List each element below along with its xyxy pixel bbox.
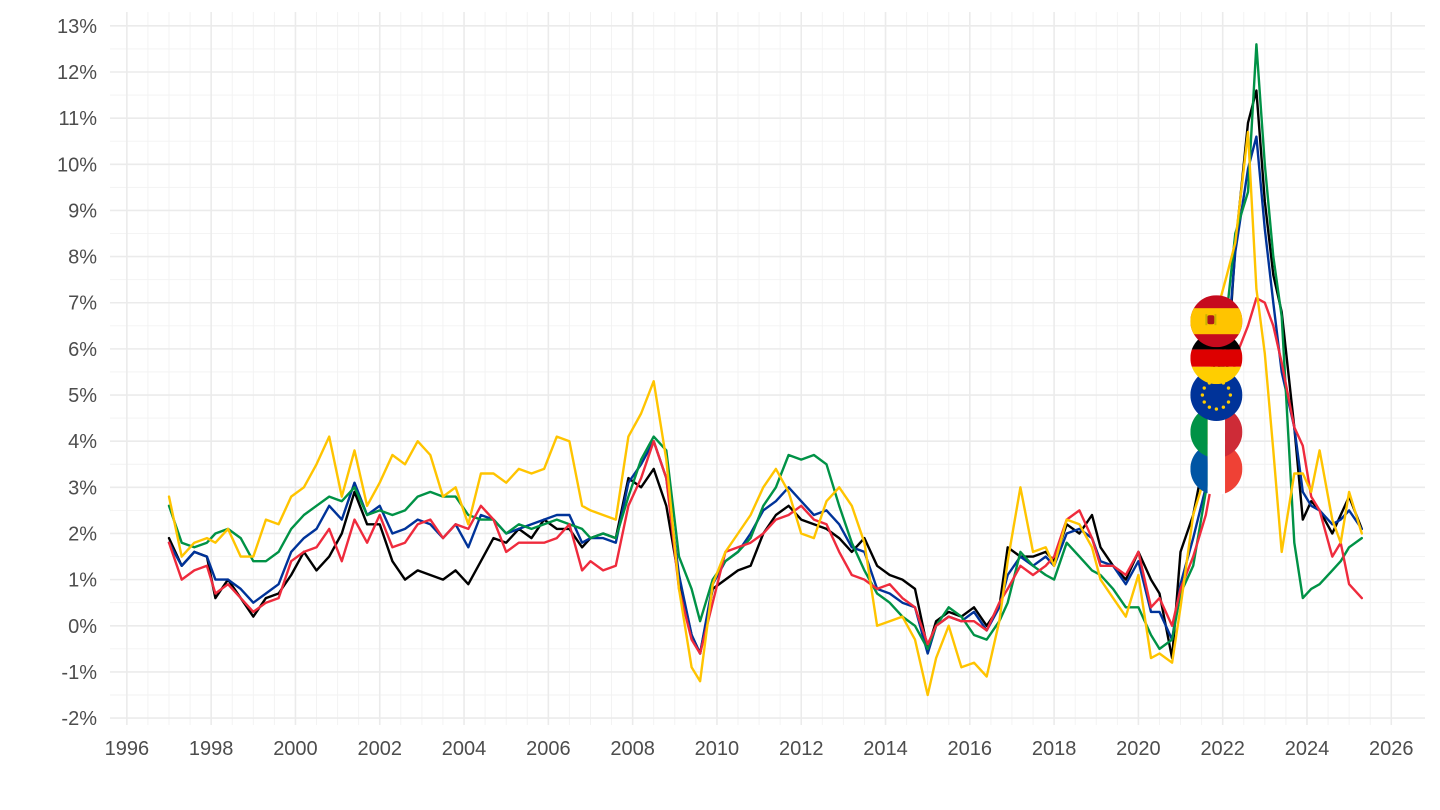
y-tick-label: 8% [68, 247, 97, 269]
spain-flag-icon [1190, 295, 1243, 348]
x-tick-label: 2004 [442, 738, 487, 760]
x-tick-label: 2012 [779, 738, 824, 760]
x-tick-label: 2014 [863, 738, 908, 760]
y-tick-label: -1% [61, 662, 97, 684]
x-tick-label: 2024 [1285, 738, 1330, 760]
y-tick-label: 0% [68, 616, 97, 638]
series-line-italy [167, 43, 1363, 651]
y-axis-tick-labels: -2% -1% 0% 1% 2% 3% 4% 5% 6% 7% 8% 9% 10% 11% 12% 13% [57, 16, 97, 730]
x-tick-label: 2016 [948, 738, 993, 760]
x-tick-label: 2022 [1200, 738, 1245, 760]
y-tick-label: 4% [68, 431, 97, 453]
x-tick-label: 1996 [105, 738, 150, 760]
y-tick-label: 1% [68, 570, 97, 592]
x-tick-label: 2000 [273, 738, 318, 760]
x-tick-label: 2006 [526, 738, 571, 760]
x-tick-label: 2018 [1032, 738, 1077, 760]
x-axis-tick-labels: 1996 1998 2000 2002 2004 2006 2008 2010 2012 2014… [105, 738, 1414, 760]
x-tick-label: 2020 [1116, 738, 1161, 760]
y-tick-label: 13% [57, 16, 97, 38]
y-tick-label: 2% [68, 523, 97, 545]
minor-gridlines [110, 12, 1425, 725]
y-tick-label: 9% [68, 200, 97, 222]
x-tick-label: 2010 [695, 738, 740, 760]
major-gridlines [110, 12, 1425, 725]
y-tick-label: -2% [61, 708, 97, 730]
x-tick-label: 2002 [357, 738, 402, 760]
y-tick-label: 12% [57, 62, 97, 84]
x-tick-label: 1998 [189, 738, 234, 760]
flag-markers [1190, 295, 1243, 495]
y-tick-label: 11% [58, 108, 97, 130]
series-lines [167, 43, 1363, 697]
y-tick-label: 10% [57, 154, 97, 176]
y-tick-label: 7% [68, 293, 97, 315]
y-tick-label: 6% [68, 339, 97, 361]
y-tick-label: 5% [68, 385, 97, 407]
series-line-euro-area [167, 135, 1363, 655]
y-tick-label: 3% [68, 477, 97, 499]
series-line-spain [167, 130, 1363, 697]
x-tick-label: 2008 [610, 738, 655, 760]
x-tick-label: 2026 [1369, 738, 1414, 760]
